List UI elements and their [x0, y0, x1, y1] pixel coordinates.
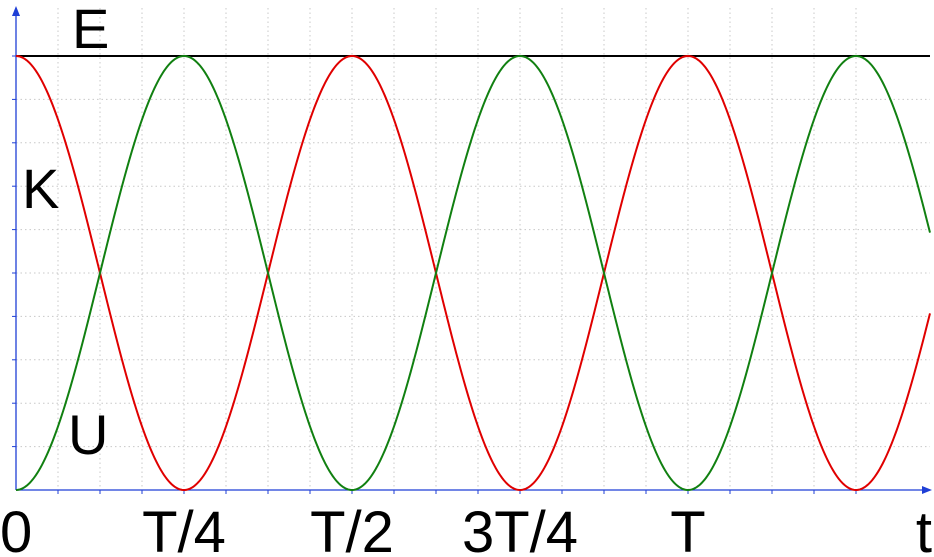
- series-k-line: [15, 54, 931, 492]
- chart-grid: [16, 8, 930, 490]
- minor-ticks: [12, 55, 857, 494]
- x-axis-label: t: [916, 500, 932, 557]
- series-label-k: K: [22, 157, 59, 220]
- x-tick-label: 3T/4: [462, 500, 578, 557]
- series-u-line: [15, 54, 931, 492]
- x-tick-labels: 0 T/4 T/2 3T/4 T: [0, 500, 706, 557]
- x-tick-label: 0: [0, 500, 32, 557]
- chart-series: [15, 54, 931, 492]
- series-label-e: E: [72, 0, 109, 60]
- x-tick-label: T/2: [310, 500, 394, 557]
- x-tick-label: T/4: [142, 500, 226, 557]
- series-label-u: U: [68, 403, 108, 466]
- chart-axes: [12, 6, 932, 494]
- x-tick-label: T: [670, 500, 705, 557]
- y-axis-arrow-icon: [12, 6, 20, 16]
- x-axis-arrow-icon: [922, 486, 932, 494]
